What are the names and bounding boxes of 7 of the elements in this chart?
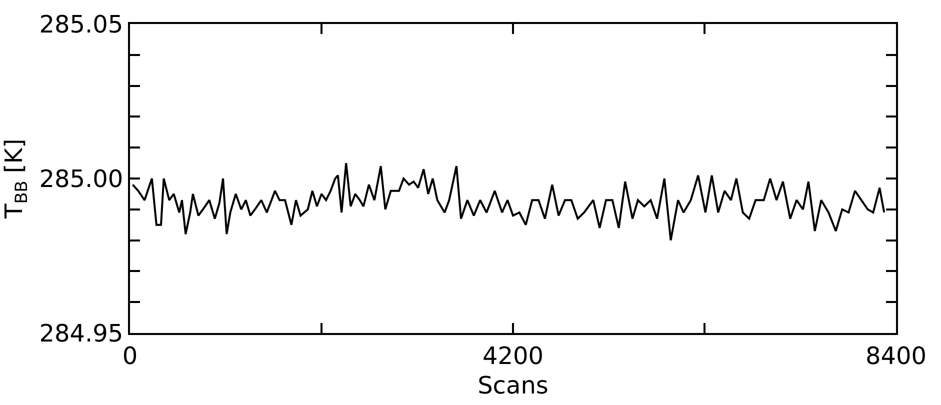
x-axis-title: Scans (478, 372, 548, 400)
y-tick-label: 285.05 (39, 10, 124, 38)
x-tick-label: 0 (122, 342, 138, 370)
x-tick-label: 8400 (865, 342, 927, 370)
x-tick-label: 4200 (482, 342, 544, 370)
y-tick-label: 284.95 (39, 319, 124, 348)
y-tick-label: 285.00 (39, 164, 124, 193)
